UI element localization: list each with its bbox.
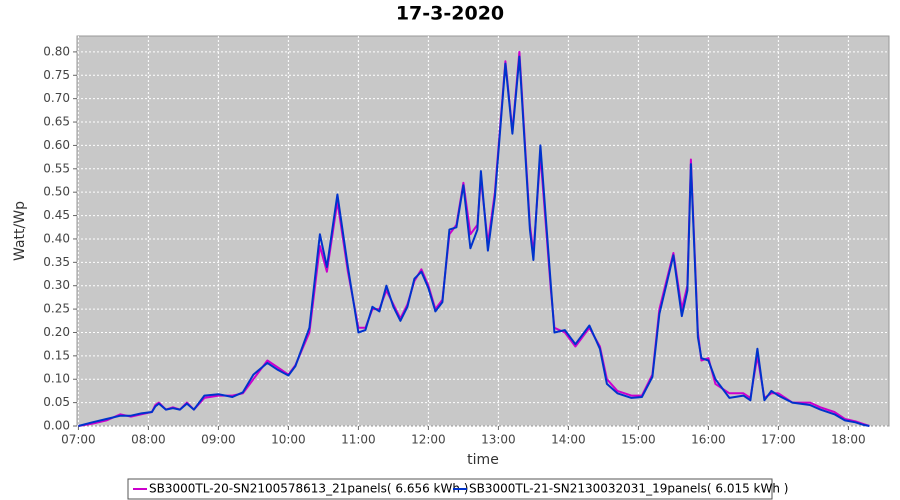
- x-tick-label: 15:00: [621, 433, 656, 447]
- x-tick-label: 14:00: [551, 433, 586, 447]
- x-axis-label: time: [467, 452, 499, 468]
- y-tick-label: 0.35: [43, 255, 70, 269]
- x-tick-label: 16:00: [691, 433, 726, 447]
- y-tick-label: 0.60: [43, 138, 70, 152]
- y-tick-label: 0.45: [43, 208, 70, 222]
- x-tick-label: 17:00: [761, 433, 796, 447]
- y-tick-label: 0.50: [43, 185, 70, 199]
- legend-label: SB3000TL-20-SN2100578613_21panels( 6.656…: [149, 482, 468, 496]
- y-tick-label: 0.20: [43, 325, 70, 339]
- y-tick-label: 0.65: [43, 115, 70, 129]
- y-tick-label: 0.25: [43, 302, 70, 316]
- series-line: [78, 50, 870, 427]
- y-tick-label: 0.15: [43, 348, 70, 362]
- plot-area: [76, 35, 890, 427]
- y-tick-label: 0.05: [43, 395, 70, 409]
- y-tick-label: 0.00: [43, 419, 70, 433]
- x-tick-label: 09:00: [201, 433, 236, 447]
- legend-box: [127, 478, 773, 500]
- y-tick-label: 0.10: [43, 372, 70, 386]
- x-tick-label: 11:00: [341, 433, 376, 447]
- y-tick-label: 0.55: [43, 161, 70, 175]
- y-tick-label: 0.40: [43, 231, 70, 245]
- x-tick-label: 13:00: [481, 433, 516, 447]
- y-tick-label: 0.75: [43, 68, 70, 82]
- y-axis-label: Watt/Wp: [12, 201, 28, 261]
- x-tick-label: 18:00: [831, 433, 866, 447]
- chart-title: 17-3-2020: [396, 3, 504, 25]
- x-tick-label: 08:00: [131, 433, 166, 447]
- series-line: [78, 55, 870, 427]
- legend-label: SB3000TL-21-SN2130032031_19panels( 6.015…: [469, 482, 788, 496]
- x-tick-label: 07:00: [61, 433, 96, 447]
- y-tick-label: 0.80: [43, 44, 70, 58]
- y-tick-label: 0.30: [43, 278, 70, 292]
- y-tick-label: 0.70: [43, 91, 70, 105]
- x-tick-label: 10:00: [271, 433, 306, 447]
- x-tick-label: 12:00: [411, 433, 446, 447]
